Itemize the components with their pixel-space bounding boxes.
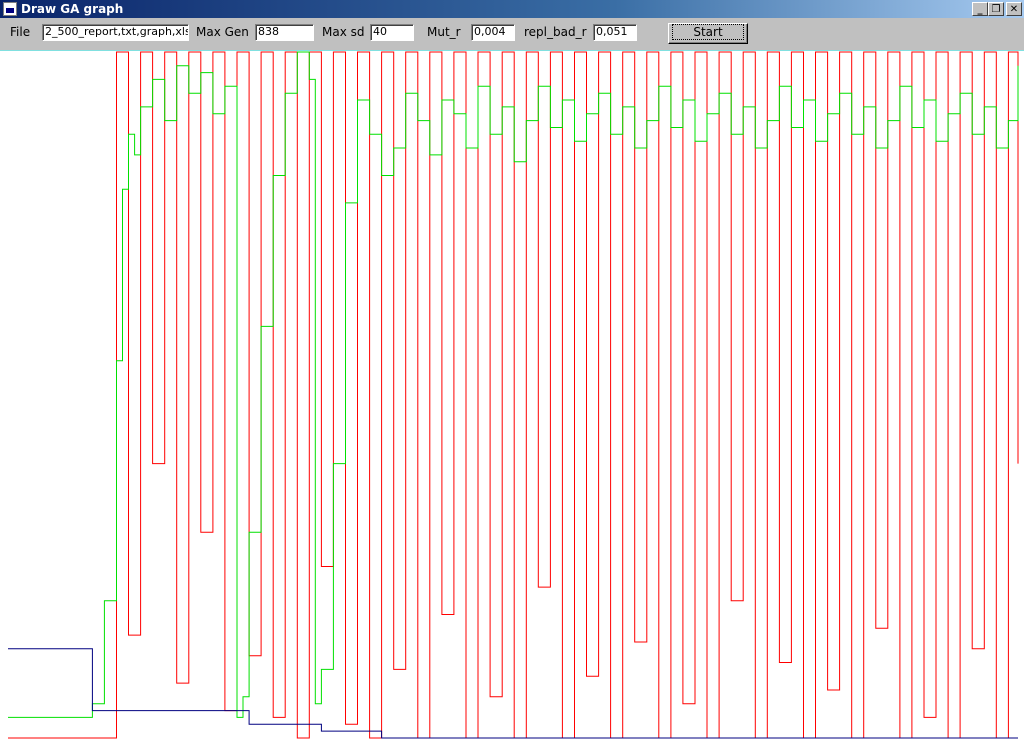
app-icon — [3, 2, 17, 16]
minimize-button[interactable]: _ — [972, 2, 988, 16]
max-gen-label: Max Gen — [196, 25, 249, 39]
max-sd-label: Max sd — [322, 25, 365, 39]
max-sd-input[interactable]: 40 — [370, 24, 414, 41]
graph-canvas — [0, 50, 1024, 742]
restore-button[interactable]: ❐ — [988, 2, 1004, 16]
start-button-label: Start — [672, 24, 744, 40]
title-bar[interactable]: Draw GA graph _ ❐ ✕ — [0, 0, 1024, 18]
close-button[interactable]: ✕ — [1006, 2, 1022, 16]
ga-graph — [0, 50, 1024, 739]
series-line-0 — [8, 51, 1019, 739]
start-button[interactable]: Start — [668, 23, 748, 44]
max-gen-input[interactable]: 838 — [255, 24, 314, 41]
file-input[interactable]: 2_500_report,txt,graph,xls — [42, 24, 189, 41]
toolbar: File 2_500_report,txt,graph,xls Max Gen … — [0, 18, 1024, 50]
mut-r-input[interactable]: 0,004 — [471, 24, 515, 41]
series-line-2 — [8, 648, 1018, 739]
series-layer — [8, 51, 1019, 739]
mut-r-label: Mut_r — [427, 25, 461, 39]
repl-bad-r-input[interactable]: 0,051 — [593, 24, 637, 41]
series-line-1 — [8, 51, 1019, 718]
repl-bad-r-label: repl_bad_r — [524, 25, 587, 39]
window-title: Draw GA graph — [21, 2, 124, 16]
file-label: File — [10, 25, 31, 39]
